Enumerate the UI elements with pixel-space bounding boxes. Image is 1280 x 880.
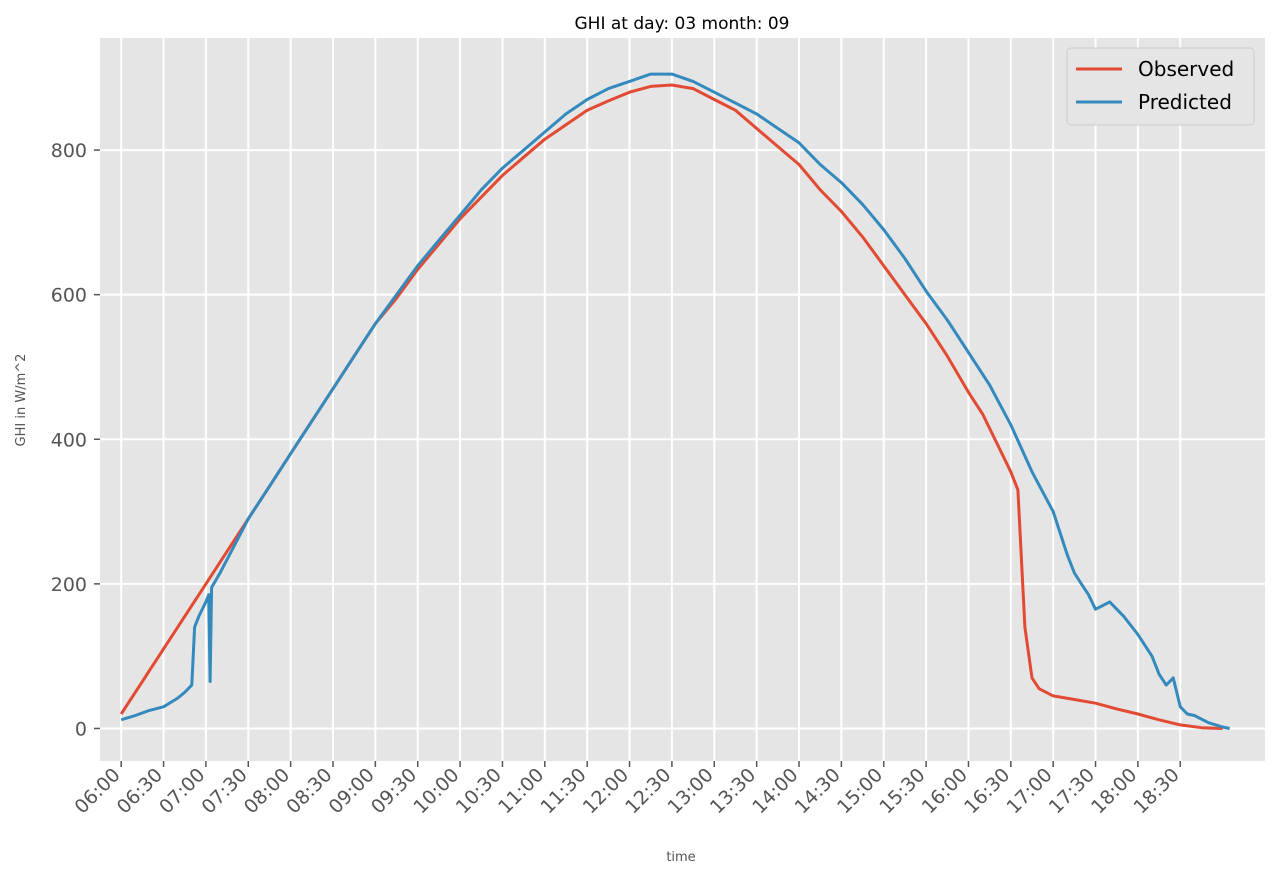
y-tick-label: 800 [51,140,87,162]
x-tick-label: 10:30 [452,764,506,818]
x-tick-label: 06:00 [70,764,124,818]
x-tick-label: 15:30 [875,764,929,818]
x-tick-label: 09:30 [367,764,421,818]
x-tick-label: 13:30 [706,764,760,818]
x-tick-label: 15:00 [833,764,887,818]
y-axis-label: GHI in W/m^2 [14,354,29,447]
x-tick-label: 12:00 [579,764,633,818]
x-tick-label: 07:30 [198,764,252,818]
y-tick-label: 200 [51,574,87,596]
x-tick-label: 10:00 [409,764,463,818]
series-line-observed [119,83,1223,730]
y-tick-label: 400 [51,429,87,451]
x-axis-label: time [666,850,695,865]
x-tick-label: 18:00 [1087,764,1141,818]
legend-box [1066,47,1255,126]
series-line-predicted [120,72,1231,730]
x-tick-label: 14:00 [748,764,802,818]
plot-area [100,38,1265,761]
series-lines [119,72,1231,730]
legend-label-observed: Observed [1138,57,1234,81]
x-tick-label: 14:30 [791,764,845,818]
x-tick-label: 17:00 [1002,764,1056,818]
y-tick-label: 0 [75,718,87,740]
x-tick-label: 16:00 [918,764,972,818]
x-tick-label: 06:30 [113,764,167,818]
x-tick-label: 18:30 [1130,764,1184,818]
legend: Observed Predicted [1066,47,1255,126]
x-tick-label: 09:00 [325,764,379,818]
x-tick-label: 08:30 [282,764,336,818]
x-tick-label: 08:00 [240,764,294,818]
x-tick-label: 07:00 [155,764,209,818]
x-tick-label: 16:30 [960,764,1014,818]
x-tick-label: 13:00 [664,764,718,818]
legend-label-predicted: Predicted [1138,90,1232,114]
x-tick-label: 17:30 [1045,764,1099,818]
x-tick-label: 11:00 [494,764,548,818]
x-tick-label: 12:30 [621,764,675,818]
y-axis-ticks: 0 200 400 600 800 [51,140,100,740]
x-axis-ticks: 06:0006:3007:0007:3008:0008:3009:0009:30… [70,761,1184,818]
y-tick-label: 600 [51,285,87,307]
chart-title: GHI at day: 03 month: 09 [575,14,790,34]
x-tick-label: 11:30 [536,764,590,818]
grid-lines [100,38,1265,761]
